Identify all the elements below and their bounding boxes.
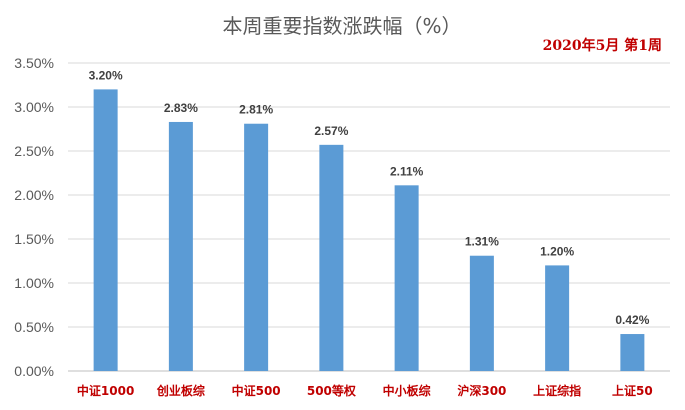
y-tick-label: 1.00%	[14, 275, 54, 291]
bar	[244, 123, 269, 371]
data-label: 0.42%	[615, 313, 649, 327]
bar	[93, 89, 118, 372]
bar	[394, 185, 419, 371]
bar	[620, 334, 645, 371]
data-label: 3.20%	[89, 68, 123, 82]
y-tick-label: 1.50%	[14, 231, 54, 247]
x-axis-ticks: 中证1000 创业板综 中证500 500等权 中小板综 沪深300 上证综指 上证50	[77, 383, 653, 398]
x-tick-label: 上证综指	[533, 383, 581, 398]
y-tick-label: 0.00%	[14, 363, 54, 379]
data-label: 1.31%	[465, 235, 499, 249]
x-tick-label: 500等权	[307, 383, 357, 398]
data-label: 2.83%	[164, 101, 198, 115]
bar	[545, 265, 570, 371]
y-tick-label: 2.50%	[14, 143, 54, 159]
chart-title: 本周重要指数涨跌幅（%）	[222, 14, 461, 38]
y-tick-label: 3.50%	[14, 55, 54, 71]
chart-subtitle: 2020年5月 第1周	[543, 37, 662, 54]
y-axis-ticks: 0.00% 0.50% 1.00% 1.50% 2.00% 2.50% 3.00% 3.50%	[14, 55, 54, 379]
data-label: 2.57%	[314, 124, 348, 138]
y-tick-label: 2.00%	[14, 187, 54, 203]
x-tick-label: 中小板综	[383, 383, 431, 398]
bar	[319, 144, 344, 371]
bar	[469, 255, 494, 371]
bar	[168, 121, 193, 372]
data-label: 2.11%	[390, 164, 424, 178]
gridlines	[68, 62, 670, 372]
x-tick-label: 中证500	[232, 383, 281, 398]
data-labels: 3.20% 2.83% 2.81% 2.57% 2.11% 1.31% 1.20% 0.42%	[89, 68, 650, 327]
x-tick-label: 沪深300	[457, 383, 506, 398]
y-tick-label: 3.00%	[14, 99, 54, 115]
data-label: 2.81%	[239, 103, 273, 117]
x-tick-label: 上证50	[612, 383, 653, 398]
y-tick-label: 0.50%	[14, 319, 54, 335]
x-tick-label: 中证1000	[77, 383, 134, 398]
x-tick-label: 创业板综	[156, 383, 205, 398]
data-label: 1.20%	[540, 244, 574, 258]
bars	[93, 89, 645, 372]
